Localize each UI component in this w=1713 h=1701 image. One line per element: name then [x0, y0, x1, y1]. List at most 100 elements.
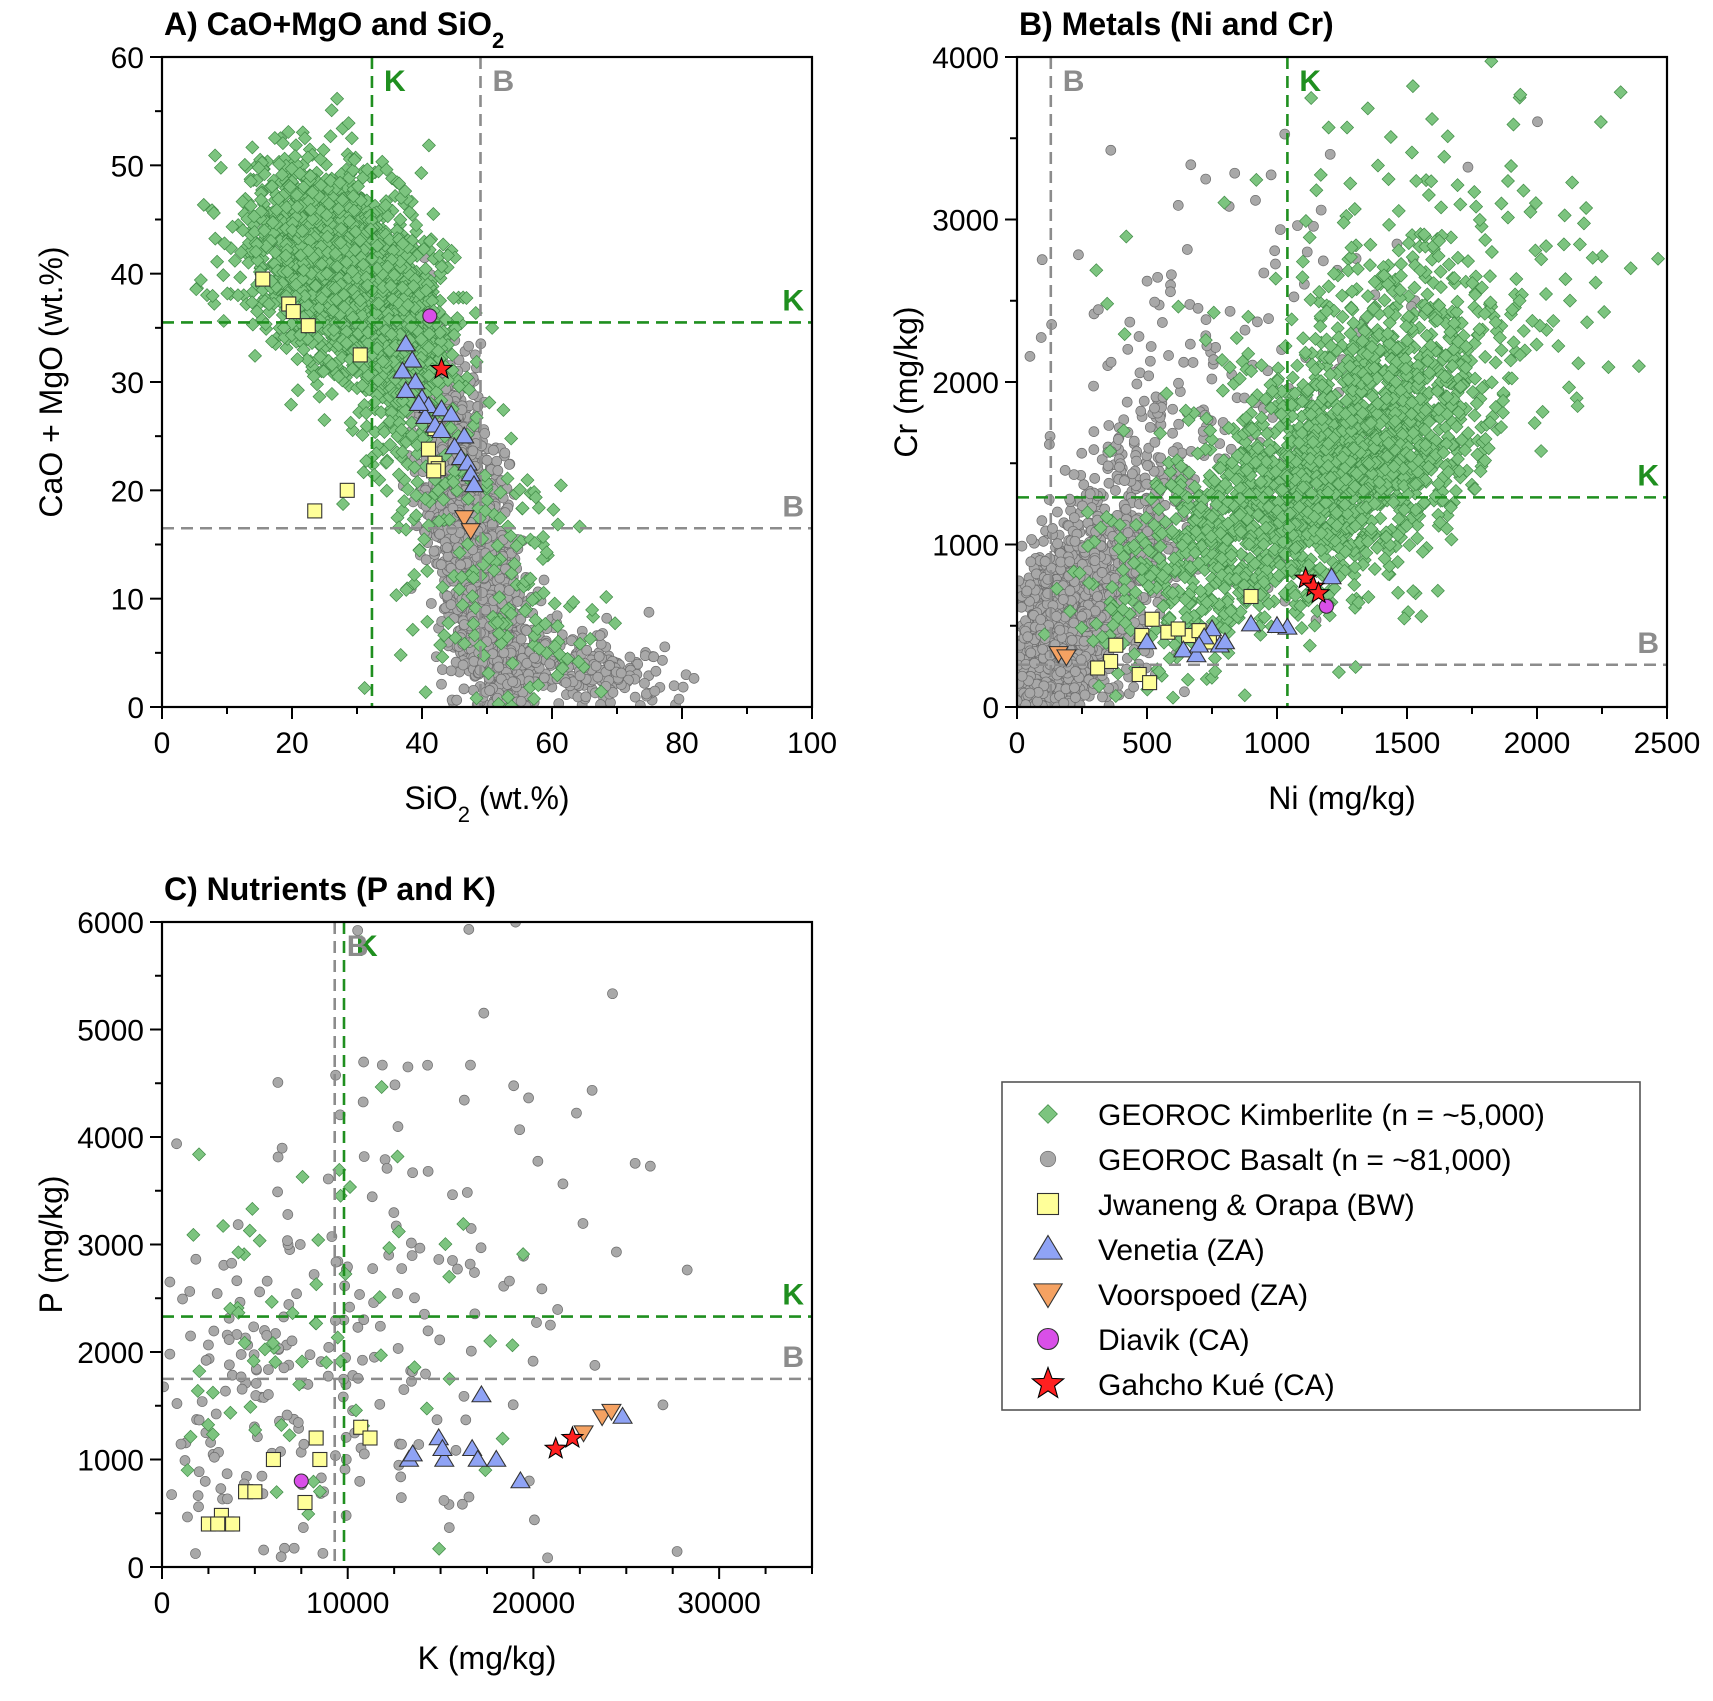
kimberlite-point — [398, 184, 413, 199]
axis-ticks — [150, 56, 813, 719]
kimberlite-point — [314, 178, 329, 193]
kimberlite-point — [504, 698, 519, 707]
kimberlite-point — [196, 197, 211, 212]
kimberlite-point — [442, 512, 457, 527]
kimberlite-point — [370, 238, 385, 253]
kimberlite-point — [324, 386, 339, 401]
basalt-point — [515, 633, 527, 645]
kimberlite-point — [353, 233, 368, 248]
basalt-point — [498, 647, 510, 659]
plot-area — [162, 57, 812, 707]
kimberlite-point — [225, 219, 240, 234]
kimberlite-point — [400, 482, 415, 497]
x-tick-label: 40 — [405, 727, 438, 760]
kimberlite-point — [536, 585, 551, 600]
kimberlite-point — [512, 482, 527, 497]
kimberlite-point — [257, 223, 272, 238]
basalt-point — [1103, 477, 1115, 489]
kimberlite-point — [431, 343, 446, 358]
sample-point — [444, 436, 465, 455]
basalt-point — [515, 613, 527, 625]
kimberlite-point — [189, 282, 204, 297]
y-tick-label: 30 — [111, 367, 144, 400]
basalt-point — [488, 444, 499, 456]
basalt-y-label: B — [782, 490, 804, 523]
sample-point — [255, 271, 271, 287]
kimberlite-point — [287, 149, 302, 164]
kimberlite-point — [422, 234, 437, 248]
basalt-point — [601, 612, 613, 624]
sample-point — [339, 482, 355, 498]
kimberlite-point — [417, 532, 432, 547]
kimberlite-point — [306, 369, 321, 384]
kimberlite-point — [359, 406, 374, 421]
basalt-point — [594, 630, 606, 641]
sample-point — [422, 308, 438, 324]
basalt-point — [648, 651, 660, 663]
basalt-point — [480, 604, 492, 616]
basalt-point — [457, 659, 469, 671]
kimberlite-point — [391, 467, 406, 482]
sample-point — [285, 304, 301, 320]
kimberlite-point — [359, 453, 374, 468]
kimberlite-point — [532, 641, 547, 656]
kimberlite-point — [407, 567, 422, 582]
sample-point — [408, 393, 430, 411]
basalt-point — [507, 676, 519, 688]
kimberlite-point — [251, 160, 266, 175]
basalt-point — [624, 651, 636, 663]
kimberlite-point — [452, 582, 467, 597]
kimberlite-point — [461, 491, 476, 506]
sample-point — [405, 371, 426, 390]
basalt-point — [445, 665, 457, 677]
kimberlite-point — [401, 297, 416, 312]
basalt-point — [512, 596, 523, 607]
kimberlite-point — [279, 200, 294, 215]
kimberlite-point — [394, 422, 409, 437]
kimberlite-point — [265, 334, 280, 349]
kimberlite-point — [520, 473, 535, 488]
kimberlite-point — [301, 243, 316, 258]
kimberlite-point — [303, 202, 318, 217]
kimberlite-point — [454, 570, 469, 585]
kimberlite-point — [297, 288, 312, 303]
kimberlite-point — [504, 431, 519, 446]
basalt-x-label: B — [493, 65, 515, 98]
basalt-point — [593, 651, 605, 662]
kimberlite-point — [295, 223, 310, 238]
kimberlite-point — [265, 179, 279, 194]
kimberlite-point — [193, 273, 208, 288]
kimberlite-point — [339, 336, 354, 351]
kimberlite-point — [440, 248, 455, 263]
sample-point — [300, 318, 316, 334]
basalt-point — [455, 559, 466, 571]
sample-point — [431, 420, 452, 439]
basalt-point — [425, 598, 437, 609]
kimberlite-point — [392, 176, 407, 191]
basalt-point — [639, 677, 650, 689]
kimberlite-point — [346, 189, 361, 204]
kimberlite-point — [560, 651, 575, 666]
kimberlite-point — [323, 129, 338, 144]
kimberlite-x-label: K — [384, 65, 406, 98]
basalt-point — [434, 528, 446, 540]
kimberlite-point — [296, 342, 311, 357]
kimberlite-point — [345, 264, 360, 279]
basalt-point — [446, 524, 458, 535]
kimberlite-point — [382, 414, 397, 429]
kimberlite-point — [281, 124, 296, 139]
kimberlite-point — [599, 589, 614, 604]
kimberlite-point — [347, 152, 362, 167]
basalt-point — [551, 610, 563, 622]
sample-point — [453, 510, 475, 528]
kimberlite-point — [213, 160, 228, 175]
basalt-point — [553, 698, 565, 707]
panel-title: A) CaO+MgO and SiO2 — [164, 6, 504, 53]
kimberlite-point — [247, 209, 262, 224]
sample-point — [429, 356, 454, 380]
kimberlite-point — [344, 131, 359, 146]
kimberlite-point — [303, 169, 318, 183]
kimberlite-y-label: K — [782, 284, 804, 317]
kimberlite-point — [271, 191, 286, 206]
kimberlite-point — [384, 327, 399, 342]
